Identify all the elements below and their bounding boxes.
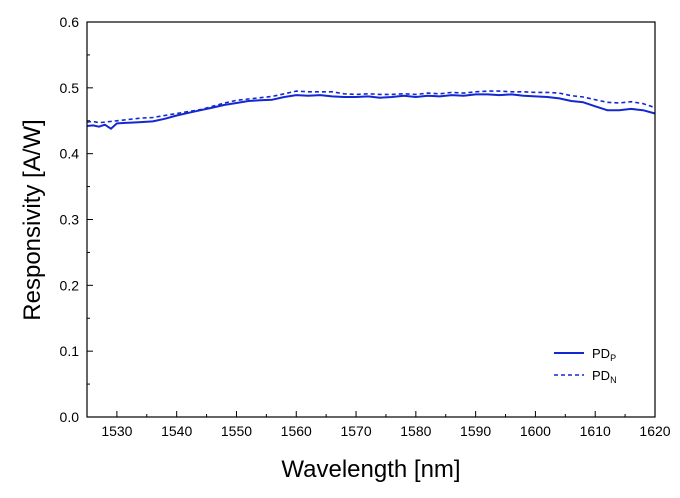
y-axis-title: Responsivity [A/W]: [19, 119, 46, 320]
x-tick-label: 1570: [340, 423, 371, 439]
legend-label-pdp: PDP: [592, 346, 616, 363]
y-tick-label: 0.2: [60, 277, 80, 293]
y-tick-label: 0.0: [60, 409, 80, 425]
x-tick-label: 1620: [639, 423, 670, 439]
x-tick-label: 1590: [460, 423, 491, 439]
series-lines: [86, 90, 656, 130]
x-axis-ticks: 1530 1540 1550 1560 1570 1580 1590 1600 1610 1620: [86, 411, 671, 439]
y-tick-label: 0.1: [60, 343, 80, 359]
series-line-pdn: [86, 90, 656, 124]
series-line-pdp: [86, 93, 656, 130]
legend-label-pdn-main: PD: [592, 368, 610, 383]
x-tick-label: 1530: [101, 423, 132, 439]
legend: PDP PDN: [554, 346, 617, 385]
legend-label-pdn: PDN: [592, 368, 617, 385]
x-tick-label: 1560: [281, 423, 312, 439]
x-tick-label: 1580: [400, 423, 431, 439]
y-axis-ticks: 0.0 0.1 0.2 0.3 0.4 0.5 0.6: [60, 14, 93, 425]
plot-frame: [86, 21, 656, 418]
y-tick-label: 0.6: [60, 14, 80, 30]
x-axis-title: Wavelength [nm]: [281, 456, 460, 483]
y-tick-label: 0.3: [60, 212, 80, 228]
legend-label-pdn-sub: N: [610, 375, 617, 385]
y-tick-label: 0.4: [60, 146, 80, 162]
y-tick-label: 0.5: [60, 80, 80, 96]
x-tick-label: 1600: [520, 423, 551, 439]
legend-label-pdp-sub: P: [610, 353, 616, 363]
x-tick-label: 1610: [580, 423, 611, 439]
x-tick-label: 1540: [161, 423, 192, 439]
x-tick-label: 1550: [221, 423, 252, 439]
legend-label-pdp-main: PD: [592, 346, 610, 361]
